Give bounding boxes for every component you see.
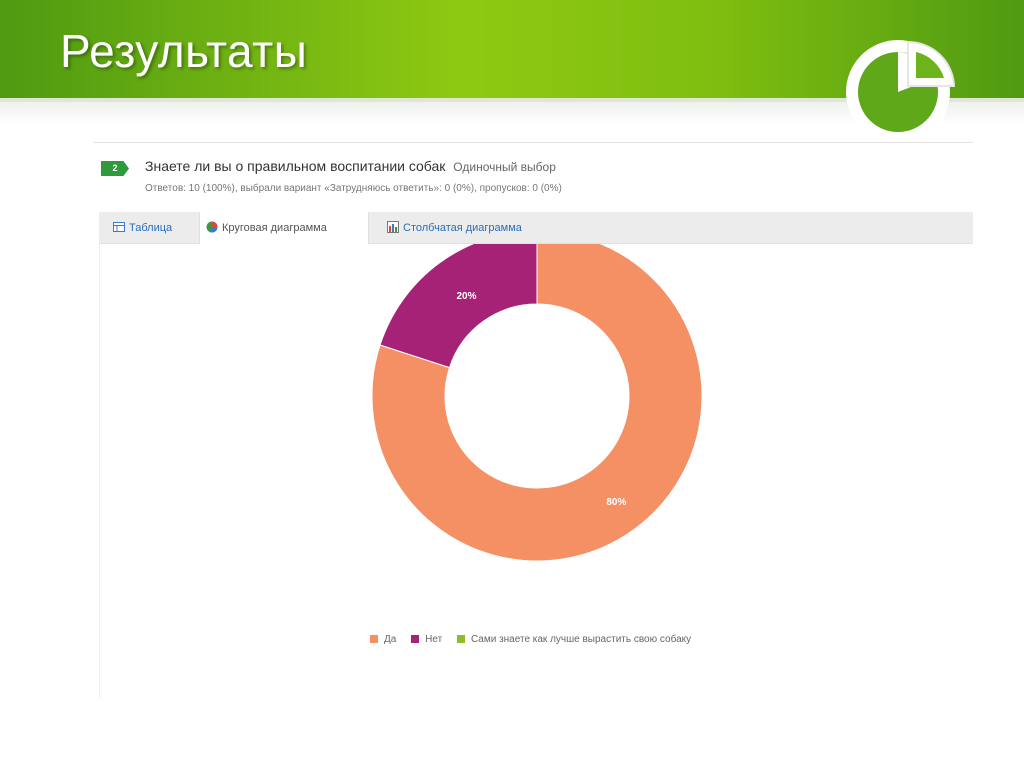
tab-bar-chart[interactable]: Столбчатая диаграмма	[381, 212, 522, 244]
question-stats: Ответов: 10 (100%), выбрали вариант «Зат…	[145, 183, 562, 194]
legend-swatch-da	[370, 635, 378, 643]
question-header: 2 Знаете ли вы о правильном воспитании с…	[93, 142, 973, 214]
donut-chart: 80% 20%	[371, 244, 703, 562]
chart-legend: Да Нет Сами знаете как лучше вырастить с…	[370, 634, 703, 645]
header-shadow	[0, 102, 1024, 124]
pie-chart-icon	[206, 221, 218, 233]
chart-area: 80% 20% Да Нет Сами знаете как лучше выра…	[99, 244, 973, 698]
question-number-badge: 2	[101, 161, 129, 176]
bar-chart-icon	[387, 221, 399, 233]
legend-label-da: Да	[384, 634, 397, 645]
slide-title: Результаты	[60, 25, 308, 77]
tab-pie-chart-label: Круговая диаграмма	[222, 222, 327, 234]
pie-logo-icon	[846, 40, 956, 144]
tab-table-label: Таблица	[129, 222, 173, 234]
question-type: Одиночный выбор	[453, 160, 556, 174]
legend-label-net: Нет	[425, 634, 443, 645]
tab-table[interactable]: Таблица	[107, 212, 172, 244]
legend-item-da[interactable]: Да	[370, 634, 396, 645]
donut-slice-1[interactable]	[379, 244, 538, 369]
donut-data-label-0: 80%	[606, 497, 626, 508]
header-divider	[0, 98, 1024, 102]
question-title-text: Знаете ли вы о правильном воспитании соб…	[145, 158, 446, 174]
tab-pie-chart[interactable]: Круговая диаграмма	[199, 212, 369, 245]
view-tabs: Таблица Круговая диаграмма Столбчатая ди…	[99, 212, 973, 245]
donut-data-label-1: 20%	[456, 291, 476, 302]
legend-swatch-net	[411, 635, 420, 643]
tab-bar-chart-label: Столбчатая диаграмма	[403, 222, 522, 234]
table-icon	[113, 222, 125, 232]
legend-item-sami[interactable]: Сами знаете как лучше вырастить свою соб…	[456, 634, 692, 645]
legend-swatch-sami	[456, 635, 465, 643]
legend-label-sami: Сами знаете как лучше вырастить свою соб…	[470, 634, 692, 645]
survey-result-panel: 2 Знаете ли вы о правильном воспитании с…	[93, 142, 973, 698]
question-title: Знаете ли вы о правильном воспитании соб…	[145, 158, 556, 174]
donut-slice-0[interactable]	[371, 244, 703, 562]
legend-item-net[interactable]: Нет	[411, 634, 442, 645]
